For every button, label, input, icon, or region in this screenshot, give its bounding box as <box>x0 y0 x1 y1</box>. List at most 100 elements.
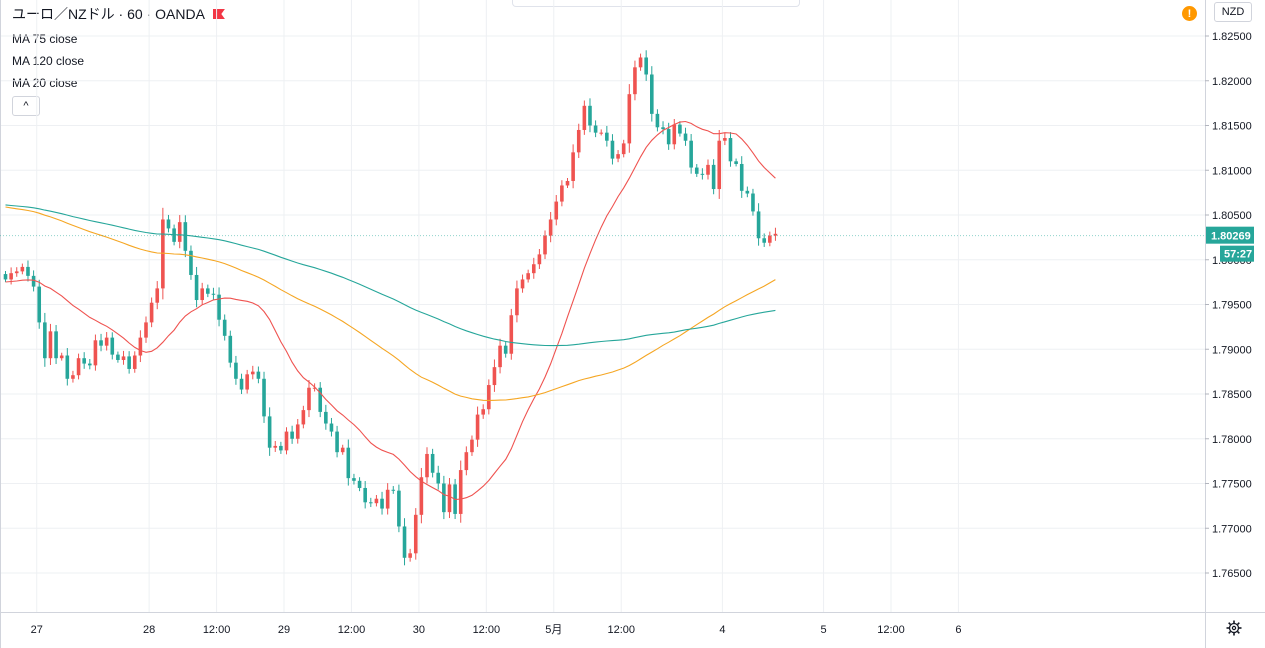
candle-body <box>447 484 452 513</box>
candle-body <box>627 94 632 144</box>
candle-body <box>745 190 750 194</box>
countdown-badge <box>1220 245 1254 262</box>
candle-body <box>59 355 64 359</box>
candle-body <box>48 331 53 359</box>
candle-body <box>121 356 126 360</box>
chart-legend: ユーロ／NZドル · 60 · OANDA MA 75 close MA 120… <box>12 4 225 116</box>
gear-icon[interactable] <box>1225 619 1243 637</box>
candle-body <box>644 57 648 75</box>
candle-body <box>520 279 525 289</box>
candle-body <box>408 553 412 558</box>
candle-body <box>621 143 626 155</box>
candle-body <box>694 167 699 174</box>
symbol-title[interactable]: ユーロ／NZドル · 60 · OANDA <box>12 6 205 22</box>
indicator-ma120[interactable]: MA 120 close <box>12 54 85 68</box>
candle-body <box>26 266 30 276</box>
candle-body <box>262 378 266 417</box>
candle-body <box>65 355 70 379</box>
candle-body <box>217 294 221 320</box>
candle-body <box>194 274 199 301</box>
candle-body <box>374 498 379 504</box>
candle-body <box>481 409 485 415</box>
candle-body <box>346 447 351 479</box>
y-tick-label: 1.78500 <box>1212 389 1252 401</box>
indicator-ma20[interactable]: MA 20 close <box>12 76 78 90</box>
x-tick-label: 29 <box>278 624 290 636</box>
candle-body <box>177 222 182 242</box>
last-price-label: 1.80269 <box>1211 231 1251 243</box>
candle-body <box>762 238 766 243</box>
candle-body <box>593 125 598 133</box>
x-tick-label: 6 <box>955 624 961 636</box>
candle-body <box>548 219 553 236</box>
currency-selector[interactable]: NZD <box>1214 2 1252 22</box>
candle-body <box>273 445 278 448</box>
candle-body <box>723 138 727 141</box>
candle-body <box>312 387 317 389</box>
x-tick-label: 30 <box>413 624 425 636</box>
candle-body <box>672 124 677 145</box>
candle-body <box>616 154 620 159</box>
y-tick-label: 1.77500 <box>1212 479 1252 491</box>
candle-body <box>222 319 227 336</box>
y-tick-label: 1.79500 <box>1212 300 1252 312</box>
x-tick-label: 4 <box>719 624 725 636</box>
x-tick-label: 28 <box>143 624 155 636</box>
candle-body <box>93 340 98 366</box>
candle-body <box>104 337 109 346</box>
candle-body <box>200 288 204 301</box>
x-tick-label: 12:00 <box>473 624 501 636</box>
candle-body <box>711 164 716 190</box>
candle-body <box>295 424 300 439</box>
candle-body <box>301 410 306 425</box>
candle-body <box>234 362 238 379</box>
candle-body <box>768 235 772 243</box>
candle-body <box>442 483 446 513</box>
candle-body <box>728 138 733 162</box>
candle-body <box>503 345 508 354</box>
candle-body <box>256 371 261 379</box>
candle-body <box>71 375 75 379</box>
candle-body <box>751 193 755 212</box>
candle-body <box>458 470 463 514</box>
top-panel-tab[interactable] <box>512 0 800 7</box>
candle-body <box>464 452 469 471</box>
candle-body <box>470 439 474 453</box>
collapse-legend-button[interactable]: ^ <box>12 96 40 116</box>
candle-body <box>509 315 514 354</box>
candle-body <box>554 201 559 220</box>
flag-icon[interactable] <box>212 9 225 19</box>
ma75-line <box>5 206 776 401</box>
candle-body <box>537 254 542 265</box>
candle-body <box>155 288 160 303</box>
candle-body <box>290 431 294 439</box>
candle-body <box>475 414 480 440</box>
y-tick-label: 1.81500 <box>1212 121 1252 133</box>
chevron-up-icon: ^ <box>23 100 29 112</box>
candle-body <box>9 273 13 280</box>
candle-body <box>385 489 390 509</box>
candle-body <box>250 371 255 375</box>
candle-body <box>245 374 249 390</box>
candle-body <box>650 74 654 114</box>
symbol-title-row: ユーロ／NZドル · 60 · OANDA <box>12 4 225 24</box>
candle-body <box>144 322 148 338</box>
x-tick-label: 5月 <box>545 624 562 636</box>
candle-body <box>666 129 671 145</box>
candle-body <box>689 140 693 168</box>
x-tick-label: 12:00 <box>203 624 231 636</box>
warning-icon[interactable]: ! <box>1182 6 1197 21</box>
candle-body <box>161 219 165 289</box>
candle-body <box>99 340 103 346</box>
candle-body <box>76 358 81 376</box>
candle-body <box>487 385 491 410</box>
y-tick-label: 1.82500 <box>1212 31 1252 43</box>
candle-body <box>492 367 497 386</box>
candle-body <box>531 264 536 274</box>
candle-body <box>284 431 289 451</box>
candle-body <box>605 132 609 141</box>
candles <box>3 50 778 566</box>
countdown-label: 57:27 <box>1224 249 1252 261</box>
y-tick-label: 1.78000 <box>1212 434 1252 446</box>
